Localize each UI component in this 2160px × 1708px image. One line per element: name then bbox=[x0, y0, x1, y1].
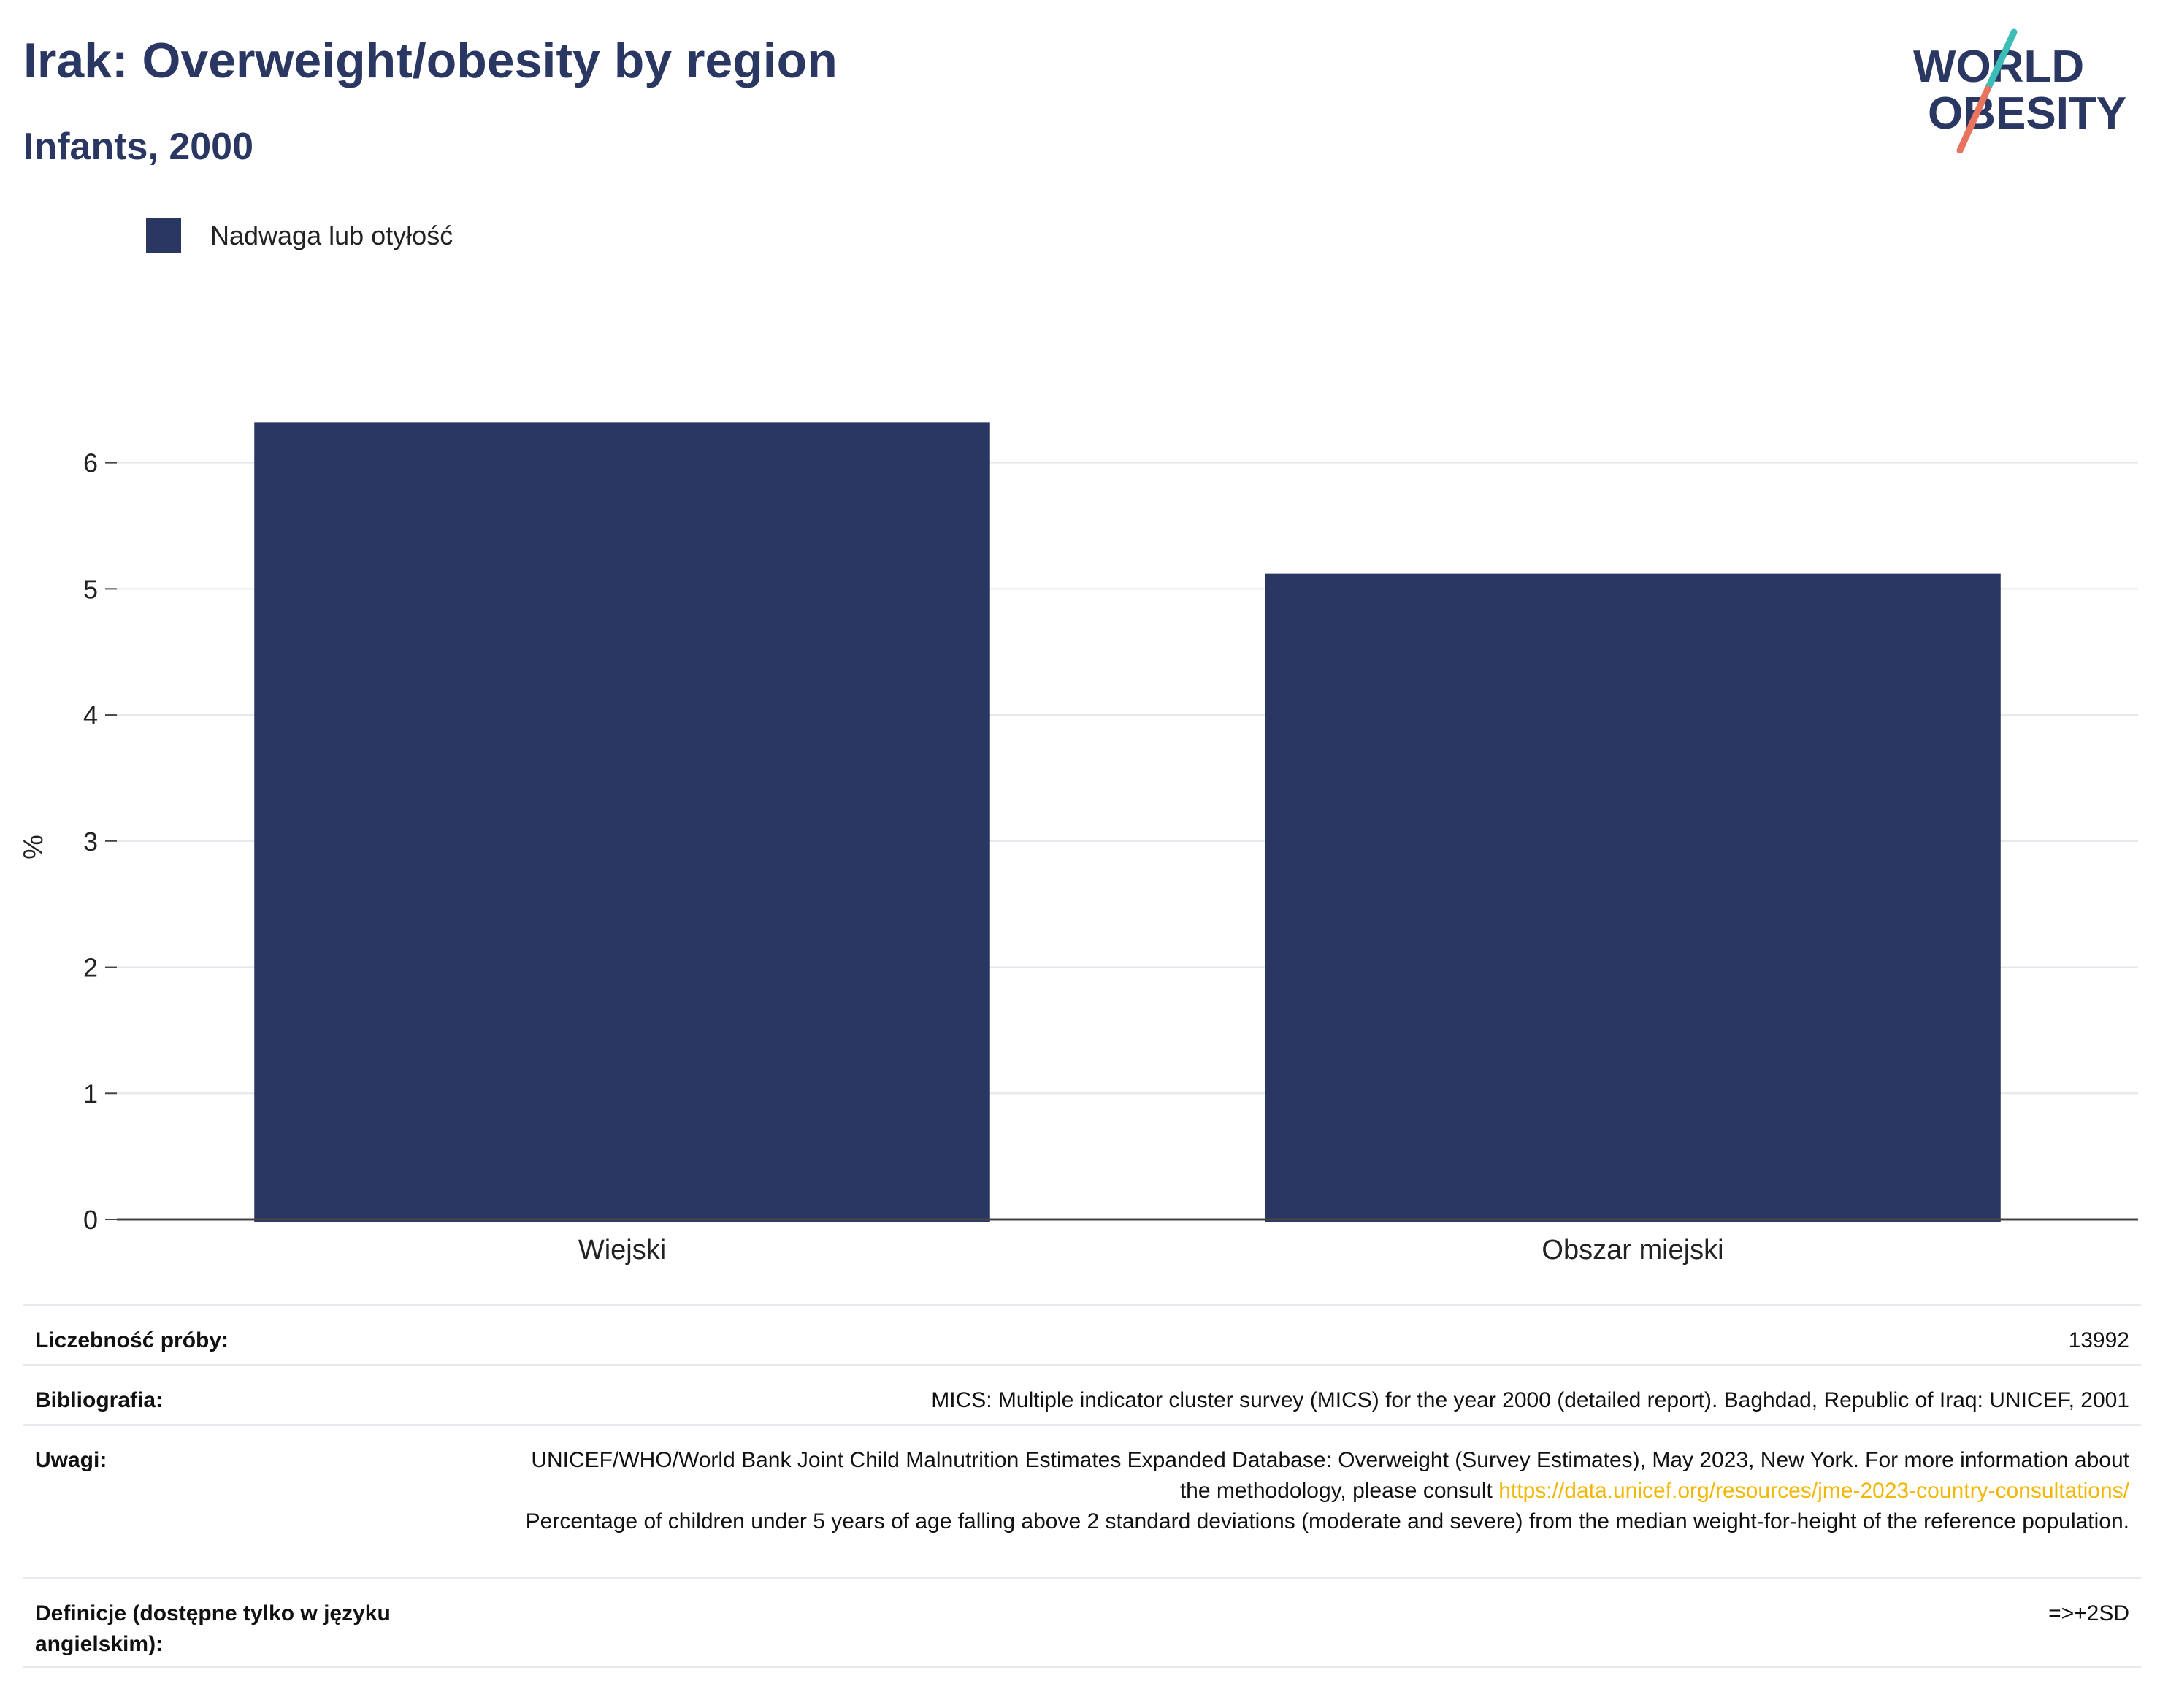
y-tick-label: 6 bbox=[83, 448, 98, 478]
chart-bars bbox=[254, 422, 2001, 1222]
y-tick-label: 3 bbox=[83, 827, 98, 857]
y-tick-label: 0 bbox=[83, 1205, 98, 1235]
meta-row-notes: Uwagi: UNICEF/WHO/World Bank Joint Child… bbox=[23, 1424, 2141, 1577]
x-tick-label: Obszar miejski bbox=[1542, 1235, 1723, 1265]
y-tick-label: 5 bbox=[83, 574, 98, 604]
notes-link[interactable]: https://data.unicef.org/resources/jme-20… bbox=[1498, 1479, 2129, 1503]
bar-chart: 0 1 2 3 4 5 6 Wiejski Obszar miejski % bbox=[18, 422, 2138, 1265]
meta-row-bibliography: Bibliografia: MICS: Multiple indicator c… bbox=[23, 1364, 2141, 1424]
bar-obszar-miejski[interactable] bbox=[1265, 573, 2001, 1222]
chart-legend[interactable]: Nadwaga lub otyłość bbox=[146, 217, 453, 255]
definitions-value: =>+2SD bbox=[2048, 1601, 2129, 1625]
x-axis-ticks: Wiejski Obszar miejski bbox=[578, 1235, 1724, 1265]
page-subtitle: Infants, 2000 bbox=[23, 126, 254, 168]
metadata-table: Liczebność próby: 13992 Bibliografia: MI… bbox=[23, 1304, 2141, 1668]
sample-size-value: 13992 bbox=[2068, 1328, 2129, 1352]
legend-label: Nadwaga lub otyłość bbox=[210, 221, 453, 250]
logo-slash-teal bbox=[1984, 28, 2018, 93]
page-title: Irak: Overweight/obesity by region bbox=[23, 33, 838, 88]
bar-wiejski[interactable] bbox=[254, 422, 990, 1222]
x-tick-label: Wiejski bbox=[578, 1235, 666, 1265]
logo-slash-coral bbox=[1956, 85, 1991, 153]
meta-row-sample-size: Liczebność próby: 13992 bbox=[23, 1304, 2141, 1364]
notes-text-1: UNICEF/WHO/World Bank Joint Child Malnut… bbox=[531, 1448, 2129, 1503]
y-axis-ticks: 0 1 2 3 4 5 6 bbox=[83, 448, 117, 1235]
notes-text-2: Percentage of children under 5 years of … bbox=[525, 1509, 2129, 1533]
bibliography-value: MICS: Multiple indicator cluster survey … bbox=[931, 1388, 2129, 1412]
meta-row-definitions: Definicje (dostępne tylko w języku angie… bbox=[23, 1577, 2141, 1668]
notes-label: Uwagi: bbox=[35, 1448, 107, 1472]
definitions-label: Definicje (dostępne tylko w języku angie… bbox=[35, 1601, 391, 1656]
y-tick-label: 4 bbox=[83, 700, 98, 730]
y-tick-label: 1 bbox=[83, 1079, 98, 1108]
bibliography-label: Bibliografia: bbox=[35, 1388, 164, 1412]
sample-size-label: Liczebność próby: bbox=[35, 1328, 229, 1352]
notes-value: UNICEF/WHO/World Bank Joint Child Malnut… bbox=[508, 1445, 2129, 1537]
y-tick-label: 2 bbox=[83, 953, 98, 983]
logo-text-obesity: OBESITY bbox=[1928, 88, 2126, 139]
y-axis-label: % bbox=[18, 835, 49, 859]
world-obesity-logo: WORLD OBESITY bbox=[1913, 28, 2126, 153]
legend-swatch bbox=[146, 218, 181, 253]
